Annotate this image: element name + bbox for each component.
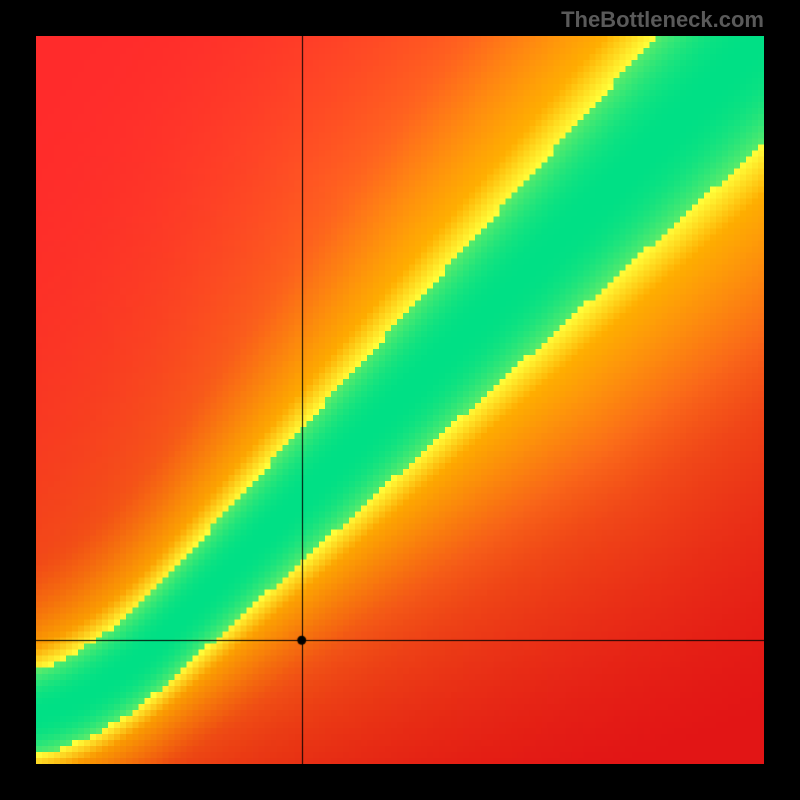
watermark-text: TheBottleneck.com	[561, 7, 764, 33]
chart-container: TheBottleneck.com	[0, 0, 800, 800]
bottleneck-heatmap	[36, 36, 764, 764]
